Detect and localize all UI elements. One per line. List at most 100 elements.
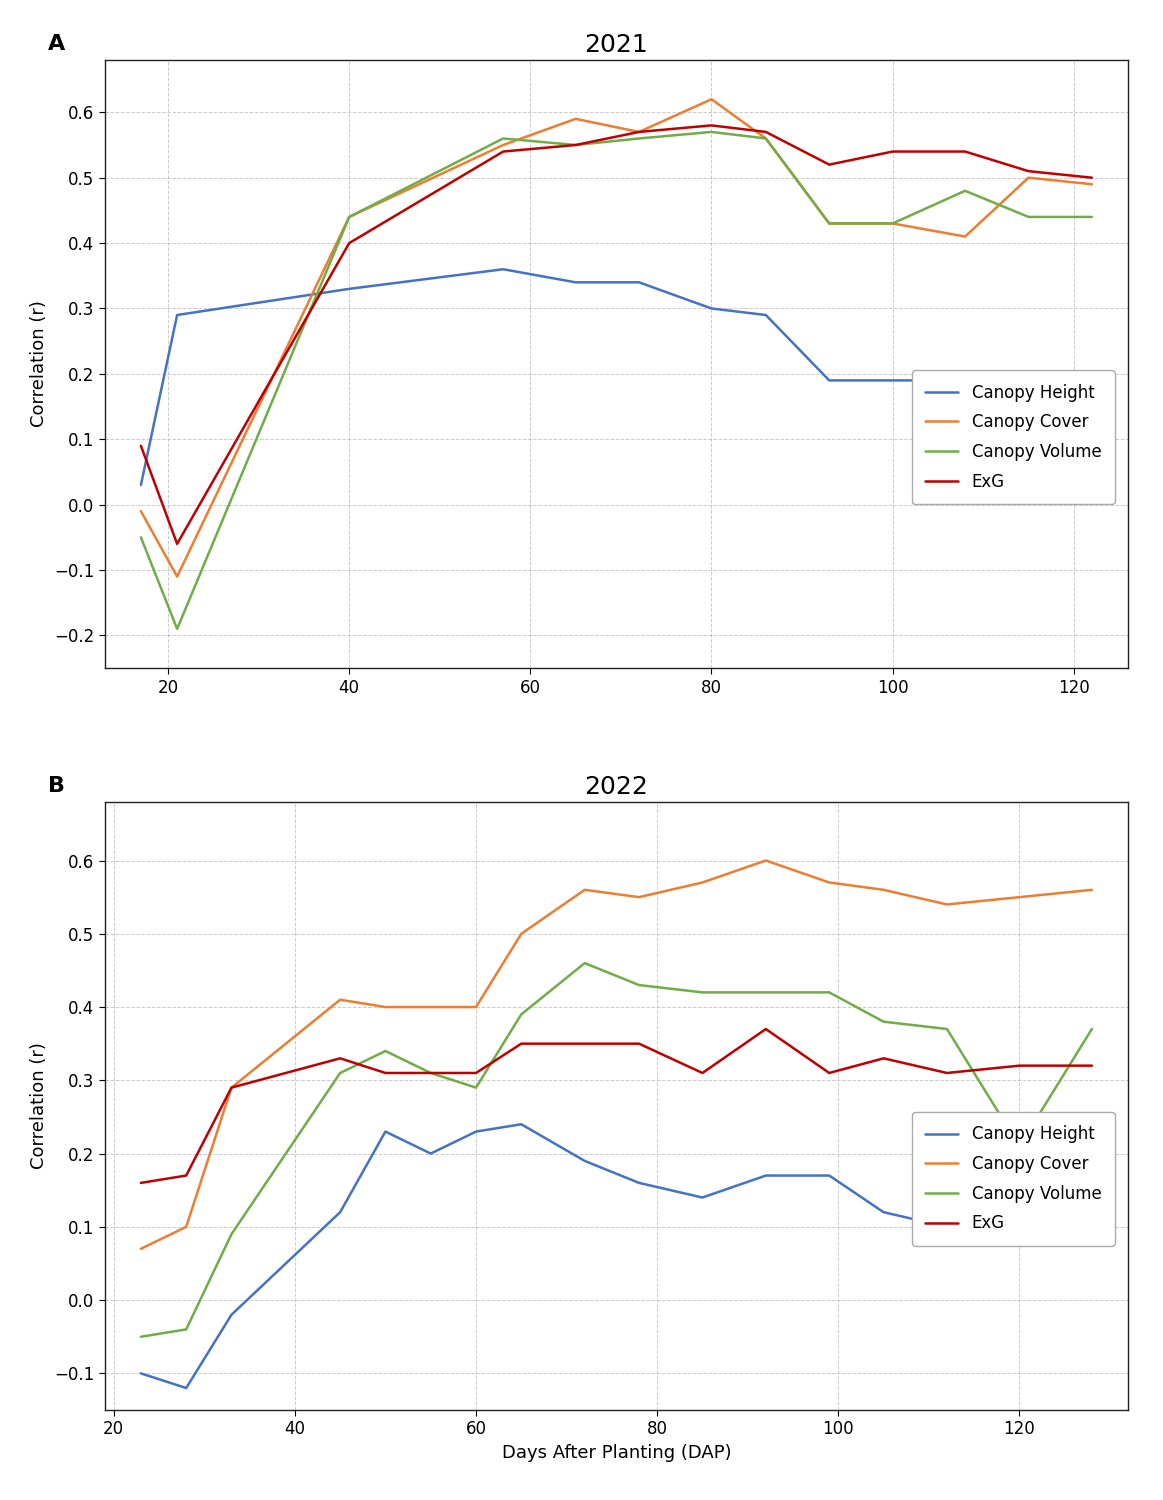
Canopy Volume [1013, 1137, 1027, 1155]
Canopy Height [378, 1122, 392, 1140]
Canopy Cover [423, 998, 437, 1016]
Canopy Volume [378, 1042, 392, 1060]
Canopy Height [877, 1203, 891, 1221]
Canopy Height [940, 1218, 954, 1236]
Canopy Volume [632, 129, 645, 147]
Canopy Cover [632, 123, 645, 141]
Canopy Cover [497, 136, 511, 154]
Canopy Height [1013, 1218, 1027, 1236]
Canopy Volume [469, 1078, 483, 1096]
ExG [705, 117, 719, 135]
Canopy Volume [940, 1020, 954, 1038]
ExG [632, 1035, 645, 1053]
Canopy Volume [342, 209, 356, 226]
Canopy Cover [758, 852, 772, 870]
ExG [497, 142, 511, 160]
ExG [940, 1064, 954, 1082]
ExG [758, 1020, 772, 1038]
Canopy Height [822, 1167, 836, 1185]
Canopy Height [342, 280, 356, 298]
Canopy Volume [578, 954, 592, 972]
Canopy Height [958, 372, 972, 390]
Canopy Cover [469, 998, 483, 1016]
Canopy Volume [179, 1320, 193, 1338]
Line: Canopy Volume: Canopy Volume [141, 132, 1092, 628]
Canopy Cover [224, 1078, 238, 1096]
Canopy Volume [758, 984, 772, 1002]
Line: ExG: ExG [141, 126, 1092, 544]
X-axis label: Days After Planting (DAP): Days After Planting (DAP) [501, 1444, 732, 1462]
Canopy Cover [170, 567, 184, 585]
Line: Canopy Height: Canopy Height [141, 268, 1092, 484]
Line: Canopy Volume: Canopy Volume [141, 963, 1092, 1336]
Title: 2021: 2021 [585, 33, 648, 57]
Canopy Volume [134, 528, 148, 546]
Canopy Cover [877, 880, 891, 898]
Canopy Height [224, 1306, 238, 1324]
ExG [134, 1174, 148, 1192]
Canopy Height [758, 1167, 772, 1185]
Canopy Cover [333, 990, 347, 1008]
ExG [958, 142, 972, 160]
Canopy Cover [632, 888, 645, 906]
Canopy Volume [1085, 1020, 1099, 1038]
Canopy Volume [886, 214, 900, 232]
Canopy Volume [224, 1226, 238, 1244]
ExG [758, 123, 772, 141]
ExG [1085, 168, 1099, 186]
Canopy Cover [134, 1240, 148, 1258]
ExG [170, 536, 184, 554]
ExG [378, 1064, 392, 1082]
ExG [224, 1078, 238, 1096]
Line: Canopy Cover: Canopy Cover [141, 99, 1092, 576]
Canopy Cover [1013, 888, 1027, 906]
Canopy Height [886, 372, 900, 390]
ExG [886, 142, 900, 160]
Y-axis label: Correlation (r): Correlation (r) [30, 1042, 49, 1170]
Canopy Height [1085, 1218, 1099, 1236]
Canopy Cover [822, 214, 836, 232]
Canopy Height [578, 1152, 592, 1170]
Canopy Volume [333, 1064, 347, 1082]
ExG [569, 136, 583, 154]
Canopy Height [1021, 364, 1035, 382]
Y-axis label: Correlation (r): Correlation (r) [30, 300, 49, 427]
Canopy Cover [179, 1218, 193, 1236]
ExG [822, 1064, 836, 1082]
Canopy Height [822, 372, 836, 390]
Canopy Height [469, 1122, 483, 1140]
Canopy Volume [958, 182, 972, 200]
Canopy Volume [632, 976, 645, 994]
Canopy Volume [822, 214, 836, 232]
Line: Canopy Height: Canopy Height [141, 1125, 1092, 1388]
Canopy Height [705, 300, 719, 318]
Canopy Volume [569, 136, 583, 154]
Canopy Cover [569, 110, 583, 128]
Line: Canopy Cover: Canopy Cover [141, 861, 1092, 1250]
Canopy Height [632, 1174, 645, 1192]
Canopy Cover [940, 896, 954, 914]
Title: 2022: 2022 [585, 774, 648, 798]
Canopy Height [134, 1365, 148, 1383]
Canopy Height [1085, 411, 1099, 429]
Canopy Height [695, 1188, 709, 1206]
Canopy Volume [1085, 209, 1099, 226]
Canopy Volume [1021, 209, 1035, 226]
Canopy Height [497, 260, 511, 278]
Canopy Volume [423, 1064, 437, 1082]
Canopy Height [170, 306, 184, 324]
Canopy Volume [134, 1328, 148, 1346]
Canopy Volume [758, 129, 772, 147]
Canopy Cover [695, 873, 709, 891]
Canopy Cover [1021, 168, 1035, 186]
Legend: Canopy Height, Canopy Cover, Canopy Volume, ExG: Canopy Height, Canopy Cover, Canopy Volu… [912, 1112, 1114, 1246]
ExG [179, 1167, 193, 1185]
Canopy Cover [958, 228, 972, 246]
Canopy Cover [1085, 880, 1099, 898]
Canopy Height [514, 1116, 528, 1134]
Canopy Cover [886, 214, 900, 232]
Canopy Volume [514, 1005, 528, 1023]
Canopy Cover [378, 998, 392, 1016]
ExG [333, 1050, 347, 1068]
ExG [695, 1064, 709, 1082]
